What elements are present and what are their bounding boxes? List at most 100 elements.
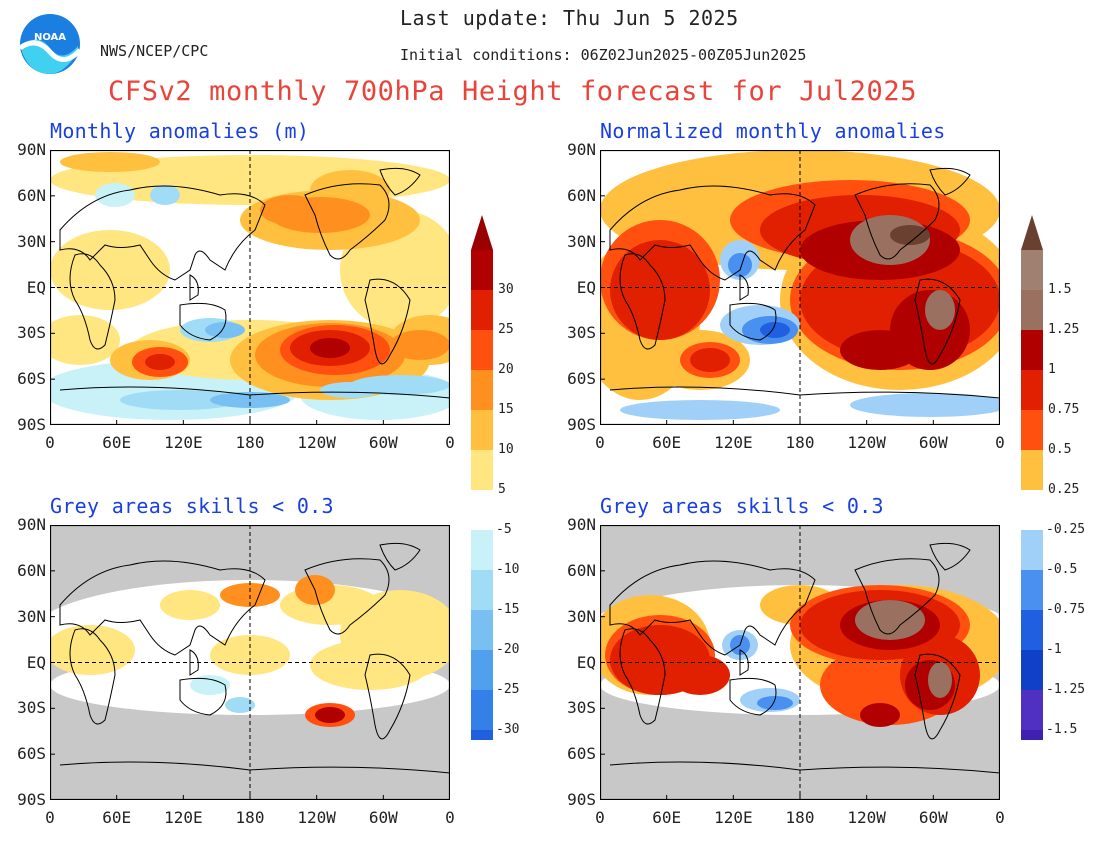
coastline: [619, 253, 666, 350]
colorbar-label: -1: [1046, 642, 1062, 657]
anomaly-region: [890, 225, 930, 245]
lat-label: EQ: [26, 277, 46, 297]
map-anomalies: [50, 150, 450, 425]
anomaly-region: [120, 390, 240, 410]
coastline: [854, 183, 940, 260]
colorbar-segment: [471, 570, 493, 610]
coastline: [609, 761, 1000, 774]
colorbar-label: -20: [496, 642, 520, 657]
coastline: [304, 183, 390, 260]
lat-label: 60N: [567, 560, 596, 580]
map-normalized: [600, 150, 1000, 425]
anomaly-region: [225, 697, 255, 713]
colorbar-label: 30: [498, 282, 514, 297]
lon-label: 180: [785, 433, 815, 452]
anomaly-region: [610, 240, 710, 340]
anomaly-region: [620, 400, 780, 420]
lon-label: 60E: [652, 808, 682, 827]
center-name: NWS/NCEP/CPC: [100, 42, 209, 60]
lat-label: 60S: [567, 744, 596, 764]
coastline: [609, 185, 816, 281]
colorbar-label: -1.25: [1046, 682, 1086, 697]
lat-label: 90N: [567, 515, 596, 534]
coastline: [189, 274, 199, 301]
colorbar-segment: [1021, 530, 1043, 570]
last-update-text: Last update: Thu Jun 5 2025: [400, 6, 739, 30]
panel-title-anomalies: Monthly anomalies (m): [50, 119, 310, 143]
colorbar-label: -5: [496, 522, 512, 537]
colorbar-segment: [471, 730, 493, 740]
lon-label: 0: [45, 808, 55, 827]
colorbar-label: -10: [496, 562, 520, 577]
lon-label: 180: [235, 808, 265, 827]
lon-label: 60E: [652, 433, 682, 452]
coastline: [619, 628, 666, 725]
colorbar-segment: [1021, 290, 1043, 330]
lat-label: 90S: [567, 790, 596, 809]
lon-label: 120W: [847, 808, 886, 827]
lat-label: 90S: [17, 415, 46, 434]
colorbar-normalized: [1021, 215, 1043, 740]
lon-label: 60E: [102, 433, 132, 452]
anomaly-region: [145, 354, 175, 370]
panel-title-skill-right: Grey areas skills < 0.3: [600, 494, 884, 518]
lat-label: EQ: [576, 652, 596, 672]
colorbar-label: -0.5: [1046, 562, 1078, 577]
colorbar-segment: [1021, 610, 1043, 650]
anomaly-region: [205, 322, 245, 338]
coastline: [929, 167, 971, 196]
lon-label: 120W: [297, 433, 336, 452]
coastline: [179, 677, 227, 716]
colorbar-label: 1.5: [1048, 282, 1072, 297]
colorbar-arrow-top: [471, 215, 493, 250]
colorbar-label: -1.5: [1046, 722, 1078, 737]
colorbar-anomalies: [471, 215, 493, 740]
lon-label: 0: [595, 808, 605, 827]
lat-label: 30N: [567, 231, 596, 251]
lat-label: 60S: [567, 369, 596, 389]
anomaly-region: [390, 330, 450, 360]
colorbar-segment: [471, 370, 493, 410]
lat-label: 90N: [17, 515, 46, 534]
lat-label: 30N: [17, 231, 46, 251]
noaa-logo-text: NOAA: [34, 32, 66, 43]
coastline: [914, 278, 961, 365]
lat-label: 30S: [567, 698, 596, 718]
anomaly-region: [270, 197, 370, 233]
anomaly-region: [95, 183, 135, 207]
lat-label: 60S: [17, 744, 46, 764]
lat-label: 30N: [17, 606, 46, 626]
anomaly-region: [60, 152, 160, 172]
lon-label: 180: [235, 433, 265, 452]
anomaly-region: [310, 640, 430, 690]
colorbar-arrow-top: [1021, 215, 1043, 250]
colorbar-segment: [471, 290, 493, 330]
colorbar-label: 5: [498, 482, 506, 497]
colorbar-label: 20: [498, 362, 514, 377]
coastline: [59, 761, 450, 774]
coastline: [69, 628, 116, 725]
anomaly-region: [690, 348, 730, 372]
lon-label: 60E: [102, 808, 132, 827]
colorbar-label: -0.25: [1046, 522, 1086, 537]
lat-label: 90N: [567, 140, 596, 159]
panel-title-skill-left: Grey areas skills < 0.3: [50, 494, 334, 518]
map-skill-normalized: [600, 525, 1000, 800]
lon-label: 120W: [297, 808, 336, 827]
lat-label: 60S: [17, 369, 46, 389]
colorbar-segment: [1021, 450, 1043, 490]
coastline: [609, 560, 816, 656]
colorbar-segment: [1021, 250, 1043, 290]
lat-label: 30S: [17, 698, 46, 718]
anomaly-region: [160, 590, 220, 620]
colorbar-label: 0.75: [1048, 402, 1080, 417]
anomaly-region: [760, 322, 790, 338]
colorbar-segment: [1021, 330, 1043, 370]
colorbar-label: -15: [496, 602, 520, 617]
lon-label: 60W: [368, 808, 398, 827]
lat-label: 60N: [17, 185, 46, 205]
coastline: [69, 253, 116, 350]
coastline: [729, 302, 777, 341]
colorbar-label: -0.75: [1046, 602, 1086, 617]
lon-label: 0: [45, 433, 55, 452]
